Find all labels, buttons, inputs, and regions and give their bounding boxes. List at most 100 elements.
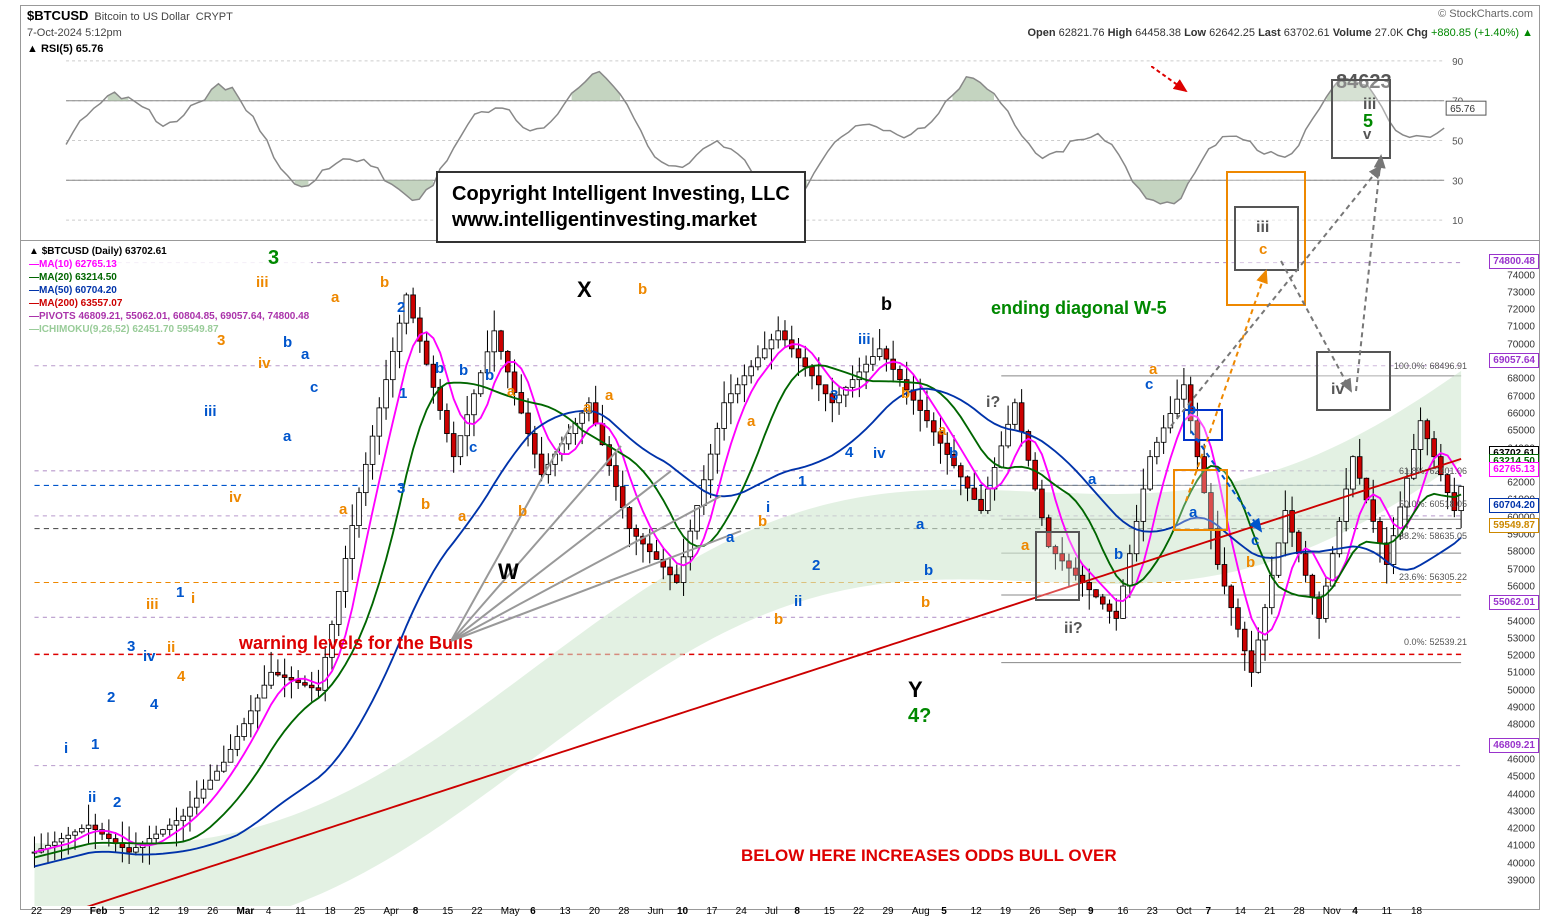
legend-item: —ICHIMOKU(9,26,52) 62451.70 59549.87 — [29, 324, 219, 335]
chg-value: +880.85 (+1.40%) — [1431, 27, 1519, 39]
y-tick: 73000 — [1507, 287, 1535, 298]
y-tick: 66000 — [1507, 408, 1535, 419]
x-tick: 21 — [1264, 906, 1275, 917]
svg-text:50: 50 — [1452, 136, 1464, 147]
legend-item: —MA(20) 63214.50 — [29, 272, 117, 283]
volume-value: 27.0K — [1375, 27, 1404, 39]
x-tick: 22 — [31, 906, 42, 917]
y-tick: 46000 — [1507, 754, 1535, 765]
svg-text:30: 30 — [1452, 176, 1464, 187]
y-tick: 40000 — [1507, 858, 1535, 869]
x-tick: 10 — [677, 906, 688, 917]
x-tick: Jul — [765, 906, 778, 917]
x-tick: 20 — [589, 906, 600, 917]
rsi-label: ▲ RSI(5) 65.76 — [27, 43, 103, 55]
x-tick: 25 — [354, 906, 365, 917]
price-tag: 69057.64 — [1489, 353, 1539, 368]
price-tag: 46809.21 — [1489, 738, 1539, 753]
x-tick: 18 — [1411, 906, 1422, 917]
copyright-watermark: Copyright Intelligent Investing, LLC www… — [436, 171, 806, 243]
x-tick: Apr — [383, 906, 399, 917]
legend-item: —MA(200) 63557.07 — [29, 298, 122, 309]
x-tick: 7 — [1205, 906, 1211, 917]
ticker-symbol: $BTCUSD — [27, 8, 88, 23]
price-panel: ▲ $BTCUSD (Daily) 63702.61 —MA(10) 62765… — [21, 241, 1539, 906]
x-tick: 12 — [971, 906, 982, 917]
x-tick: 26 — [1029, 906, 1040, 917]
y-tick: 67000 — [1507, 391, 1535, 402]
legend-item: —PIVOTS 46809.21, 55062.01, 60804.85, 69… — [29, 311, 309, 322]
chart-header: $BTCUSD Bitcoin to US Dollar CRYPT © Sto… — [21, 6, 1539, 25]
x-tick: Feb — [90, 906, 108, 917]
x-tick: 5 — [119, 906, 125, 917]
last-value: 63702.61 — [1284, 27, 1330, 39]
target-box — [1183, 409, 1223, 441]
x-tick: Sep — [1059, 906, 1077, 917]
price-plot — [21, 241, 1539, 906]
y-tick: 74000 — [1507, 270, 1535, 281]
y-tick: 71000 — [1507, 322, 1535, 333]
y-tick: 44000 — [1507, 789, 1535, 800]
ticker-info: $BTCUSD Bitcoin to US Dollar CRYPT — [27, 8, 233, 23]
fib-label: 50.0%: 60518.05 — [1399, 499, 1467, 509]
target-box — [1173, 469, 1228, 531]
price-tag: 62765.13 — [1489, 462, 1539, 477]
svg-text:10: 10 — [1452, 216, 1464, 227]
svg-text:90: 90 — [1452, 57, 1464, 68]
target-box — [1234, 206, 1299, 271]
y-tick: 70000 — [1507, 339, 1535, 350]
arrow-down-icon — [1151, 66, 1191, 96]
target-box — [1331, 79, 1391, 159]
ticker-exchange: CRYPT — [196, 11, 233, 23]
chart-datetime: 7-Oct-2024 5:12pm — [27, 27, 122, 39]
x-tick: 4 — [266, 906, 272, 917]
y-tick: 52000 — [1507, 651, 1535, 662]
price-tag: 74800.48 — [1489, 254, 1539, 269]
y-tick: 56000 — [1507, 581, 1535, 592]
legend-item: —MA(50) 60704.20 — [29, 285, 117, 296]
fib-label: 38.2%: 58635.05 — [1399, 531, 1467, 541]
y-tick: 62000 — [1507, 478, 1535, 489]
price-title: $BTCUSD (Daily) 63702.61 — [42, 246, 167, 257]
x-tick: 19 — [178, 906, 189, 917]
x-tick: 18 — [325, 906, 336, 917]
x-tick: May — [501, 906, 520, 917]
x-tick: 11 — [1382, 906, 1392, 917]
target-box — [1035, 531, 1080, 601]
x-tick: 23 — [1147, 906, 1158, 917]
y-tick: 42000 — [1507, 824, 1535, 835]
y-tick: 65000 — [1507, 426, 1535, 437]
stock-chart: $BTCUSD Bitcoin to US Dollar CRYPT © Sto… — [20, 5, 1540, 910]
x-tick: 22 — [853, 906, 864, 917]
x-tick: 4 — [1352, 906, 1358, 917]
price-tag: 55062.01 — [1489, 595, 1539, 610]
y-tick: 53000 — [1507, 633, 1535, 644]
x-tick: Oct — [1176, 906, 1192, 917]
x-tick: 14 — [1235, 906, 1246, 917]
x-tick: 12 — [148, 906, 159, 917]
y-tick: 49000 — [1507, 703, 1535, 714]
x-tick: 5 — [941, 906, 947, 917]
fib-label: 100.0%: 68496.91 — [1394, 361, 1467, 371]
y-tick: 54000 — [1507, 616, 1535, 627]
high-value: 64458.38 — [1135, 27, 1181, 39]
y-tick: 72000 — [1507, 305, 1535, 316]
x-tick: 24 — [736, 906, 747, 917]
low-value: 62642.25 — [1209, 27, 1255, 39]
fib-label: 0.0%: 52539.21 — [1404, 637, 1467, 647]
x-tick: Nov — [1323, 906, 1341, 917]
y-tick: 57000 — [1507, 564, 1535, 575]
price-tag: 59549.87 — [1489, 518, 1539, 533]
y-tick: 68000 — [1507, 374, 1535, 385]
y-tick: 48000 — [1507, 720, 1535, 731]
x-tick: 19 — [1000, 906, 1011, 917]
ticker-description: Bitcoin to US Dollar — [94, 11, 189, 23]
x-tick: 15 — [824, 906, 835, 917]
x-tick: 28 — [618, 906, 629, 917]
x-tick: 29 — [60, 906, 71, 917]
attribution: © StockCharts.com — [1438, 8, 1533, 23]
x-tick: 11 — [295, 906, 305, 917]
x-tick: 8 — [794, 906, 800, 917]
x-tick: 16 — [1117, 906, 1128, 917]
fib-label: 61.8%: 62401.06 — [1399, 466, 1467, 476]
